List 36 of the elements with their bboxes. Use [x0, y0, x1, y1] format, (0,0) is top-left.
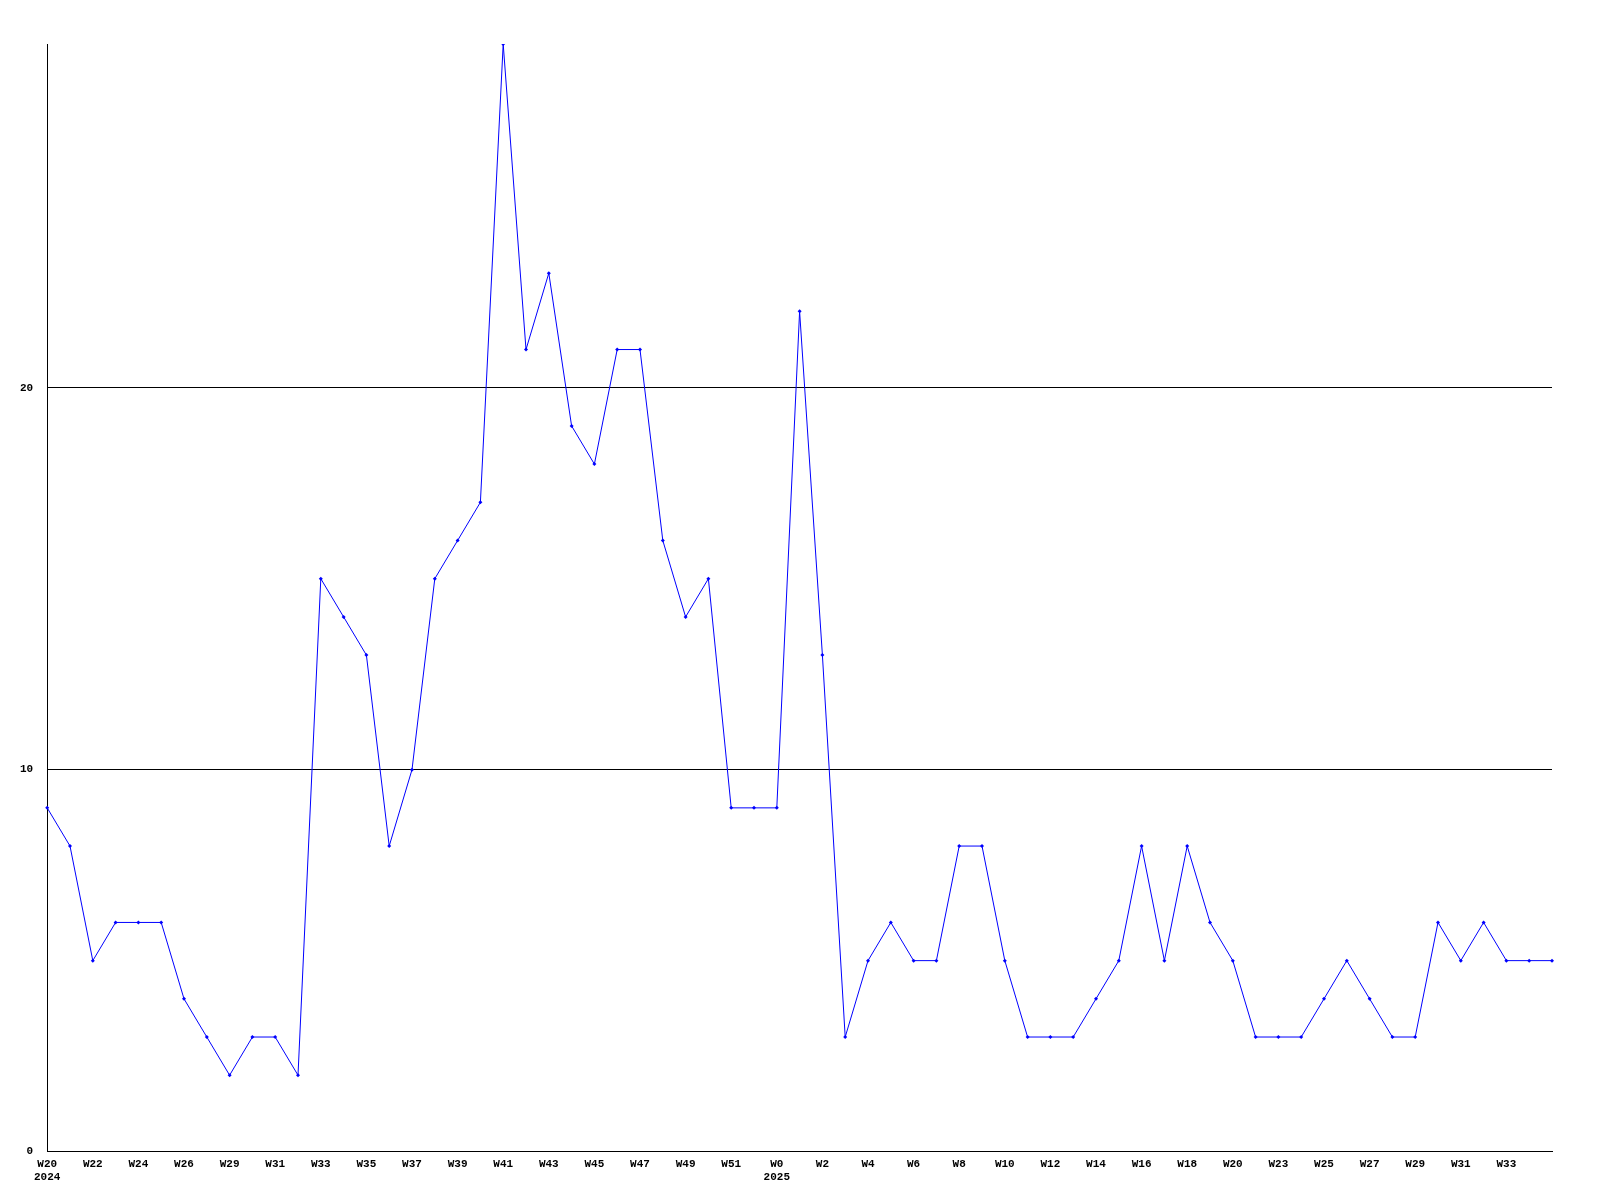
x-tick-label: W24 [128, 1157, 149, 1170]
x-tick-label: W31 [1450, 1157, 1472, 1170]
x-tick-label: W47 [630, 1157, 650, 1170]
x-tick-label: W37 [402, 1157, 422, 1170]
x-tick-label: W23 [1268, 1157, 1289, 1170]
x-tick-label: W20 2024 [34, 1157, 61, 1184]
x-tick-label: W29 [219, 1157, 240, 1170]
x-tick-label: W0 2025 [763, 1157, 791, 1184]
x-tick-label: W29 [1405, 1157, 1426, 1170]
y-tick-label: 0 [26, 1145, 34, 1158]
x-tick-label: W26 [174, 1157, 194, 1170]
x-tick-label: W4 [861, 1157, 875, 1170]
x-tick-label: W25 [1314, 1157, 1335, 1170]
x-tick-label: W43 [538, 1157, 560, 1170]
x-tick-label: W45 [584, 1157, 605, 1170]
x-tick-label: W10 [994, 1157, 1015, 1170]
x-tick-label: W16 [1131, 1157, 1152, 1170]
x-tick-label: W8 [952, 1157, 967, 1170]
x-tick-label: W2 [815, 1157, 829, 1170]
x-tick-label: W18 [1177, 1157, 1198, 1170]
y-tick-label: 20 [20, 381, 34, 394]
x-tick-label: W33 [1496, 1157, 1517, 1170]
x-tick-label: W41 [493, 1157, 514, 1170]
x-tick-label: W33 [310, 1157, 332, 1170]
x-tick-label: W49 [675, 1157, 696, 1170]
x-tick-label: W6 [907, 1157, 921, 1170]
x-tick-label: W20 [1222, 1157, 1243, 1170]
x-tick-label: W35 [356, 1157, 377, 1170]
x-tick-label: W27 [1359, 1157, 1380, 1170]
x-tick-label: W51 [721, 1157, 742, 1170]
x-tick-label: W14 [1086, 1157, 1107, 1170]
y-tick-label: 10 [20, 763, 34, 776]
x-tick-label: W39 [447, 1157, 468, 1170]
x-tick-label: W12 [1040, 1157, 1061, 1170]
x-tick-label: W22 [82, 1157, 103, 1170]
x-tick-label: W31 [265, 1157, 286, 1170]
